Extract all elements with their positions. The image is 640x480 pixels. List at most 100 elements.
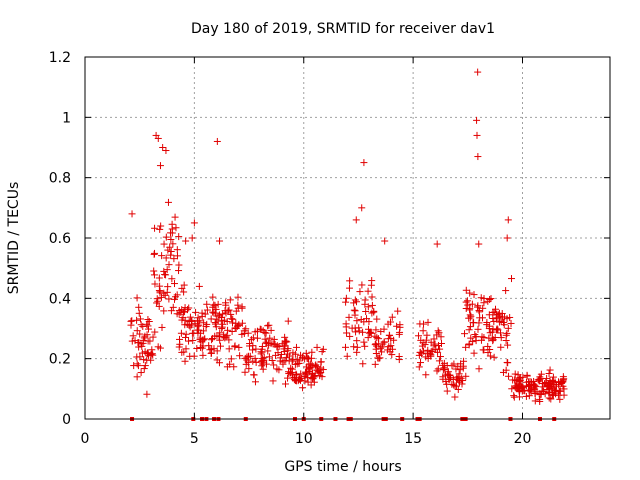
data-point — [341, 343, 349, 351]
data-point — [182, 333, 190, 341]
data-point — [503, 329, 511, 337]
data-point — [497, 334, 505, 342]
data-point — [499, 368, 507, 376]
data-point — [545, 389, 553, 397]
data-point — [173, 246, 181, 254]
data-point — [502, 336, 510, 344]
data-point — [489, 325, 497, 333]
data-point — [524, 382, 532, 390]
data-point — [133, 353, 141, 361]
data-point — [252, 345, 260, 353]
data-point — [158, 252, 166, 260]
data-point — [490, 353, 498, 361]
data-point — [537, 370, 545, 378]
data-point — [364, 287, 372, 295]
data-point — [434, 365, 442, 373]
data-point — [372, 340, 380, 348]
data-point — [187, 317, 195, 325]
data-point — [385, 331, 393, 339]
data-point — [473, 116, 481, 124]
data-point — [353, 337, 361, 345]
data-point — [480, 346, 488, 354]
data-point — [545, 369, 553, 377]
data-point — [422, 353, 430, 361]
data-point — [308, 361, 316, 369]
data-point — [485, 325, 493, 333]
data-point — [305, 355, 313, 363]
data-point — [207, 349, 215, 357]
y-tick-label: 0.8 — [49, 171, 71, 187]
data-point — [216, 237, 224, 245]
data-point — [358, 204, 366, 212]
data-point — [162, 147, 170, 155]
data-point — [297, 370, 305, 378]
data-point — [302, 349, 310, 357]
data-point — [208, 336, 216, 344]
data-point — [154, 134, 162, 142]
data-point — [230, 363, 238, 371]
data-point — [130, 362, 138, 370]
data-point — [512, 384, 520, 392]
y-tick-label: 1 — [62, 110, 71, 126]
data-point — [475, 365, 483, 373]
data-point — [225, 306, 233, 314]
data-point — [433, 240, 441, 248]
data-point — [259, 365, 267, 373]
data-point — [495, 309, 503, 317]
x-tick-label: 10 — [295, 431, 313, 447]
y-axis-label: SRMTID / TECUs — [6, 182, 22, 295]
data-point — [350, 343, 358, 351]
data-point — [373, 315, 381, 323]
data-point — [367, 281, 375, 289]
data-point — [293, 371, 301, 379]
data-point — [395, 330, 403, 338]
data-point — [504, 341, 512, 349]
data-point — [352, 216, 360, 224]
data-point — [446, 371, 454, 379]
data-point — [261, 335, 269, 343]
data-point — [309, 369, 317, 377]
data-point — [435, 357, 443, 365]
data-point — [165, 261, 173, 269]
data-point — [258, 355, 266, 363]
data-point — [478, 333, 486, 341]
data-point — [494, 326, 502, 334]
data-point — [195, 326, 203, 334]
data-point — [475, 308, 483, 316]
data-point — [351, 296, 359, 304]
data-point — [466, 306, 474, 314]
data-point — [188, 234, 196, 242]
data-point — [160, 267, 168, 275]
data-point — [303, 353, 311, 361]
data-point — [190, 219, 198, 227]
data-point — [283, 338, 291, 346]
data-point — [546, 366, 554, 374]
data-point — [484, 349, 492, 357]
data-point — [192, 308, 200, 316]
data-point — [308, 348, 316, 356]
data-point — [417, 359, 425, 367]
data-point — [180, 288, 188, 296]
data-point — [288, 368, 296, 376]
data-point — [307, 360, 315, 368]
data-point — [364, 334, 372, 342]
data-point — [534, 376, 542, 384]
data-point — [419, 347, 427, 355]
data-point — [139, 322, 147, 330]
data-point — [485, 311, 493, 319]
data-point — [213, 137, 221, 145]
data-point — [168, 225, 176, 233]
data-point — [454, 385, 462, 393]
data-point — [422, 371, 430, 379]
data-point — [231, 342, 239, 350]
data-point — [473, 303, 481, 311]
data-point — [169, 240, 177, 248]
data-point — [140, 356, 148, 364]
data-point — [441, 366, 449, 374]
data-point — [172, 224, 180, 232]
data-point — [342, 294, 350, 302]
data-point — [291, 350, 299, 358]
data-point — [363, 315, 371, 323]
data-point — [377, 328, 385, 336]
